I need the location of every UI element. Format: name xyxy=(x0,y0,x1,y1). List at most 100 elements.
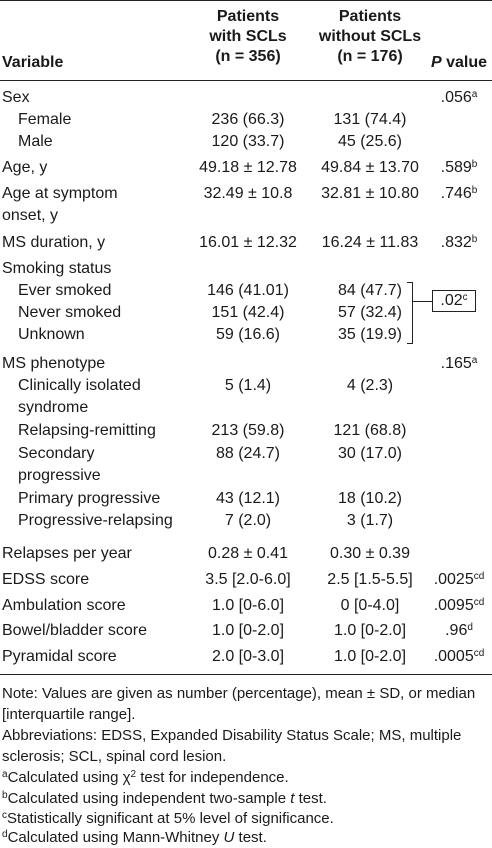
header-p-value: P value xyxy=(428,53,490,73)
row-pyramidal-without: 1.0 [0-2.0] xyxy=(333,648,407,665)
row-age-p-sup: b xyxy=(471,159,478,170)
header-without-scls: Patients without SCLs (n = 176) xyxy=(308,7,432,67)
row-ambulation-without: 0 [0-4.0] xyxy=(340,597,400,614)
row-pyramidal-p: .0005cd xyxy=(428,646,490,668)
row-relapses-with: 0.28 ± 0.41 xyxy=(208,545,288,562)
row-ever-with: 146 (41.01) xyxy=(207,282,289,299)
header-p-italic: P xyxy=(430,54,442,71)
row-age-onset-with: 32.49 ± 10.8 xyxy=(203,185,293,202)
header-without-line2: without SCLs xyxy=(318,28,422,45)
row-ever-label: Ever smoked xyxy=(18,282,112,299)
row-bowel-p-value: .96 xyxy=(445,622,468,639)
row-female-without: 131 (74.4) xyxy=(333,111,407,128)
footnote-a-mark: a xyxy=(2,769,8,780)
row-bowel-p-sup: d xyxy=(467,622,473,633)
footnote-d-mark: d xyxy=(2,829,8,840)
row-ever-without: 84 (47.7) xyxy=(337,282,403,299)
footnote-a-squared: 2 xyxy=(130,769,137,780)
row-ms-duration-without: 16.24 ± 11.83 xyxy=(321,234,419,251)
smoking-bracket xyxy=(407,282,413,344)
row-never-label: Never smoked xyxy=(18,304,122,321)
footnote-d-u: U xyxy=(223,829,235,846)
row-edss-with: 3.5 [2.0-6.0] xyxy=(205,571,291,588)
row-phenotype-p: .165a xyxy=(428,353,490,375)
row-pyramidal-with: 2.0 [0-3.0] xyxy=(211,648,285,665)
row-relapses-label: Relapses per year xyxy=(2,545,132,562)
row-bowel-without: 1.0 [0-2.0] xyxy=(333,622,407,639)
row-cis-with: 5 (1.4) xyxy=(224,377,272,394)
footnote-d: dCalculated using Mann-Whitney U test. xyxy=(2,827,488,848)
row-phenotype-p-sup: a xyxy=(471,355,478,366)
row-pp-with: 43 (12.1) xyxy=(215,490,281,507)
footnote-d-post: test. xyxy=(234,829,267,846)
row-pr-without: 3 (1.7) xyxy=(346,512,394,529)
row-relapses-without: 0.30 ± 0.39 xyxy=(330,545,410,562)
row-female-with: 236 (66.3) xyxy=(211,111,285,128)
row-rr-with: 213 (59.8) xyxy=(211,422,285,439)
row-sex-p-value: .056 xyxy=(440,89,472,106)
smoking-p-box: .02c xyxy=(432,290,476,312)
header-variable: Variable xyxy=(2,54,64,71)
row-unknown-with: 59 (16.6) xyxy=(215,326,281,343)
row-age-onset-label1: Age at symptom xyxy=(2,185,118,202)
top-rule xyxy=(0,0,492,1)
row-edss-label: EDSS score xyxy=(2,571,90,588)
row-ms-duration-p-value: .832 xyxy=(440,234,472,251)
row-pr-with: 7 (2.0) xyxy=(224,512,272,529)
row-age-onset-p-sup: b xyxy=(471,185,478,196)
row-age-onset-without: 32.81 ± 10.80 xyxy=(321,185,419,202)
footnote-a-pre: Calculated using xyxy=(7,769,123,786)
row-female-label: Female xyxy=(18,111,72,128)
row-male-with: 120 (33.7) xyxy=(211,133,285,150)
row-smoking-label: Smoking status xyxy=(2,260,112,277)
row-age-onset-p-value: .746 xyxy=(440,185,472,202)
row-edss-without: 2.5 [1.5-5.5] xyxy=(327,571,413,588)
row-ambulation-p: .0095cd xyxy=(428,595,490,617)
footnote-a-post: test for independence. xyxy=(136,769,289,786)
row-unknown-label: Unknown xyxy=(18,326,85,343)
row-cis-label2: syndrome xyxy=(18,399,89,416)
footnote-a: aCalculated using χ2 test for independen… xyxy=(2,767,488,788)
footnote-note: Note: Values are given as number (percen… xyxy=(2,685,476,723)
row-male-without: 45 (25.6) xyxy=(337,133,403,150)
row-age-p: .589b xyxy=(428,157,490,179)
row-cis-without: 4 (2.3) xyxy=(346,377,394,394)
row-pyramidal-p-sup: cd xyxy=(473,648,485,659)
row-phenotype-p-value: .165 xyxy=(440,355,472,372)
row-sex-p: .056a xyxy=(428,87,490,109)
row-ms-duration-label: MS duration, y xyxy=(2,234,106,251)
row-phenotype-label: MS phenotype xyxy=(2,355,106,372)
header-with-line1: Patients xyxy=(216,8,280,25)
row-edss-p: .0025cd xyxy=(428,569,490,591)
row-pyramidal-label: Pyramidal score xyxy=(2,648,117,665)
footnote-c-mark: c xyxy=(2,810,7,821)
footnote-b-post: test. xyxy=(294,790,327,807)
row-pyramidal-p-value: .0005 xyxy=(433,648,474,665)
row-age-onset-label2: onset, y xyxy=(2,207,59,224)
row-rr-without: 121 (68.8) xyxy=(333,422,407,439)
smoking-bracket-connector xyxy=(413,301,432,302)
row-age-label: Age, y xyxy=(2,159,48,176)
row-ms-duration-with: 16.01 ± 12.32 xyxy=(199,234,297,251)
row-bowel-label: Bowel/bladder score xyxy=(2,622,147,639)
row-cis-label1: Clinically isolated xyxy=(18,377,141,394)
row-age-with: 49.18 ± 12.78 xyxy=(199,159,297,176)
footnote-c-text: Statistically significant at 5% level of… xyxy=(7,810,334,827)
row-sp-with: 88 (24.7) xyxy=(215,445,281,462)
header-with-line2: with SCLs xyxy=(209,28,287,45)
row-smoking-p-sup: c xyxy=(462,292,468,303)
row-ms-duration-p-sup: b xyxy=(471,234,478,245)
footnote-abbreviations: Abbreviations: EDSS, Expanded Disability… xyxy=(2,727,462,765)
row-ambulation-p-sup: cd xyxy=(473,597,485,608)
row-age-onset-p: .746b xyxy=(428,183,490,205)
row-sp-label2: progressive xyxy=(18,467,101,484)
header-without-line3: (n = 176) xyxy=(337,48,403,65)
row-rr-label: Relapsing-remitting xyxy=(18,422,156,439)
row-bowel-with: 1.0 [0-2.0] xyxy=(211,622,285,639)
row-ambulation-with: 1.0 [0-6.0] xyxy=(211,597,285,614)
header-without-line1: Patients xyxy=(338,8,402,25)
footnote-a-chi: χ xyxy=(122,769,131,786)
row-smoking-p-value: .02 xyxy=(440,292,463,309)
row-never-without: 57 (32.4) xyxy=(337,304,403,321)
